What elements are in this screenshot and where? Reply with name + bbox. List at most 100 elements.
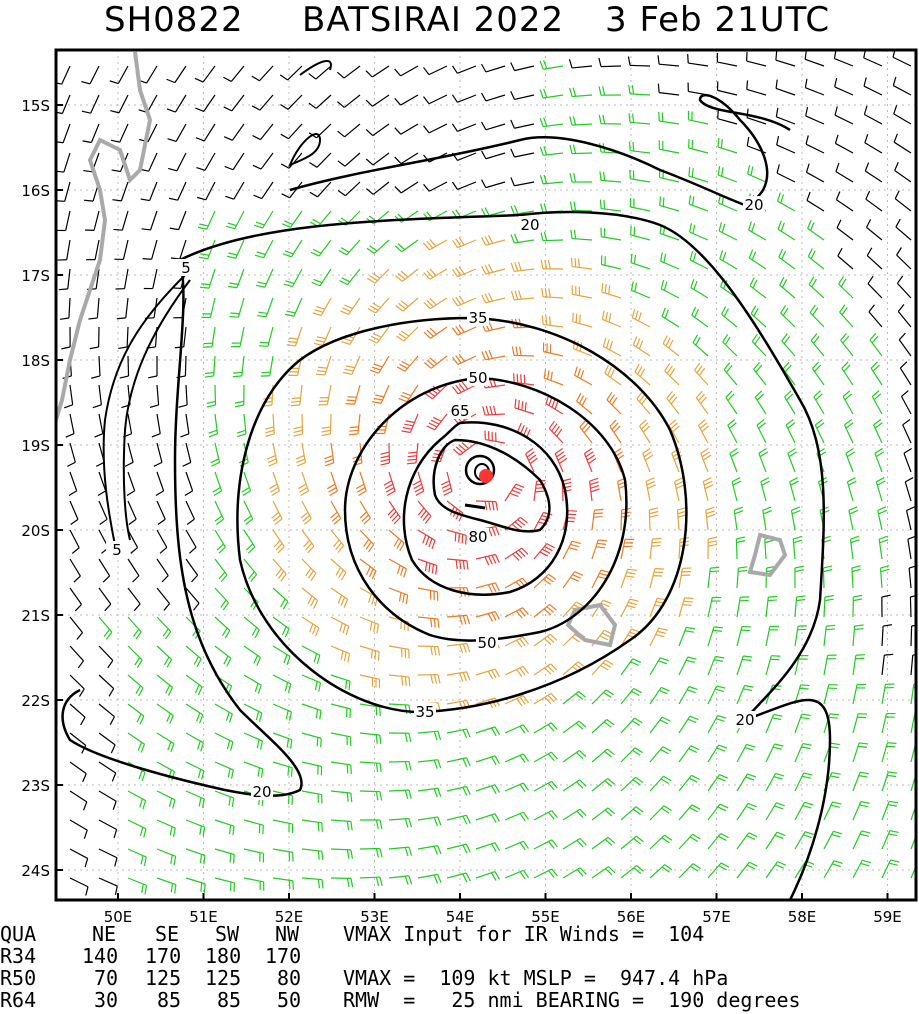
wind-barb (98, 848, 118, 867)
wind-barb (599, 171, 622, 183)
wind-barb (330, 500, 342, 525)
wind-barb (620, 658, 642, 676)
wind-barb (446, 529, 467, 545)
wind-barb (804, 78, 825, 96)
wind-barb (272, 819, 294, 834)
wind-barb (525, 448, 538, 473)
wind-barb (423, 181, 448, 192)
wind-barb (542, 342, 564, 357)
wind-barb (184, 471, 194, 497)
wind-barb (137, 65, 158, 84)
lon-label: 53E (360, 908, 389, 924)
wind-barb (707, 803, 729, 821)
wind-barb (223, 65, 245, 82)
wind-barb (504, 547, 529, 561)
wind-barb (345, 384, 361, 405)
wind-barb (777, 220, 796, 241)
wind-barb (871, 390, 883, 415)
wind-barb (910, 654, 916, 676)
wind-barb (206, 384, 217, 408)
wind-barb (510, 148, 535, 158)
wind-barb (716, 53, 738, 67)
wind-barb (482, 405, 506, 416)
wind-barb (330, 558, 347, 581)
contour-label-bg (449, 402, 471, 419)
wind-barb (451, 181, 477, 191)
wind-barb (765, 802, 785, 821)
wind-barb (910, 803, 916, 821)
wind-barb (69, 674, 85, 697)
contour-label: 80 (468, 528, 487, 546)
wind-barb (543, 369, 564, 386)
wind-barb (330, 819, 353, 831)
wind-barb (736, 566, 748, 589)
wind-barb (271, 500, 283, 525)
wind-barb (894, 190, 912, 212)
wind-barb (694, 362, 709, 386)
table-row-r34: R34 140 170 180 170 (0, 946, 919, 968)
wind-barb (110, 94, 129, 114)
wind-barb (717, 166, 738, 183)
wind-barb (241, 471, 252, 497)
wind-barb (452, 353, 477, 365)
wind-barb (214, 645, 232, 667)
wind-barb (863, 77, 883, 96)
wind-barb (736, 743, 756, 763)
wind-barb (533, 868, 558, 879)
lon-label: 57E (702, 908, 731, 924)
wind-barb (69, 848, 89, 868)
wind-barb (253, 181, 274, 200)
wind-barb (662, 335, 680, 357)
wind-barb (866, 247, 883, 270)
wind-barb (589, 477, 600, 502)
wind-barb (591, 659, 614, 676)
wind-barb (620, 835, 644, 850)
wind-barb (776, 192, 796, 212)
longitude-labels: 50E 51E 52E 53E 54E 55E 56E 57E 58E 59E (104, 908, 902, 924)
contour-label-bg (467, 309, 489, 326)
wind-barb (851, 565, 861, 589)
table-cell: 170 (265, 944, 302, 968)
wind-barb (243, 558, 258, 582)
wind-barb (388, 789, 412, 800)
wind-barb (807, 248, 825, 270)
wind-barb (223, 94, 245, 112)
wind-barb (750, 305, 767, 328)
contour-label: 20 (252, 783, 271, 801)
wind-barb (167, 123, 187, 142)
wind-barb (733, 506, 744, 531)
wind-barb (570, 257, 593, 270)
wind-barb (127, 529, 139, 554)
wind-barb (794, 713, 811, 734)
wind-barb (59, 297, 71, 320)
wind-barb (243, 703, 263, 722)
wind-barb (127, 790, 147, 810)
wind-barb (504, 840, 530, 851)
wind-barb (504, 724, 530, 734)
wind-barb (678, 567, 692, 589)
wind-barb (533, 603, 557, 618)
wind-barb (124, 442, 134, 467)
wind-barb (89, 326, 100, 350)
wind-barb (301, 558, 317, 582)
wind-barb (204, 355, 216, 378)
wind-barb (666, 390, 680, 415)
wind-barb (127, 587, 141, 612)
wind-barb (284, 297, 303, 317)
wind-barb (604, 364, 622, 386)
wind-barb (94, 413, 104, 438)
wind-barb (168, 181, 187, 201)
wind-barb (620, 717, 643, 734)
wind-barb (628, 84, 651, 96)
contour-label-bg (175, 259, 197, 276)
contour-label: 50 (477, 634, 496, 652)
wind-barb (707, 685, 726, 705)
wind-barb (417, 500, 432, 524)
wind-barb (475, 500, 499, 511)
wind-barb (56, 210, 71, 232)
contour-small-nw (288, 133, 322, 168)
wind-barb (423, 65, 448, 76)
contour-20-ne (698, 94, 791, 207)
wind-barb (688, 167, 709, 183)
wind-barb (417, 873, 442, 884)
